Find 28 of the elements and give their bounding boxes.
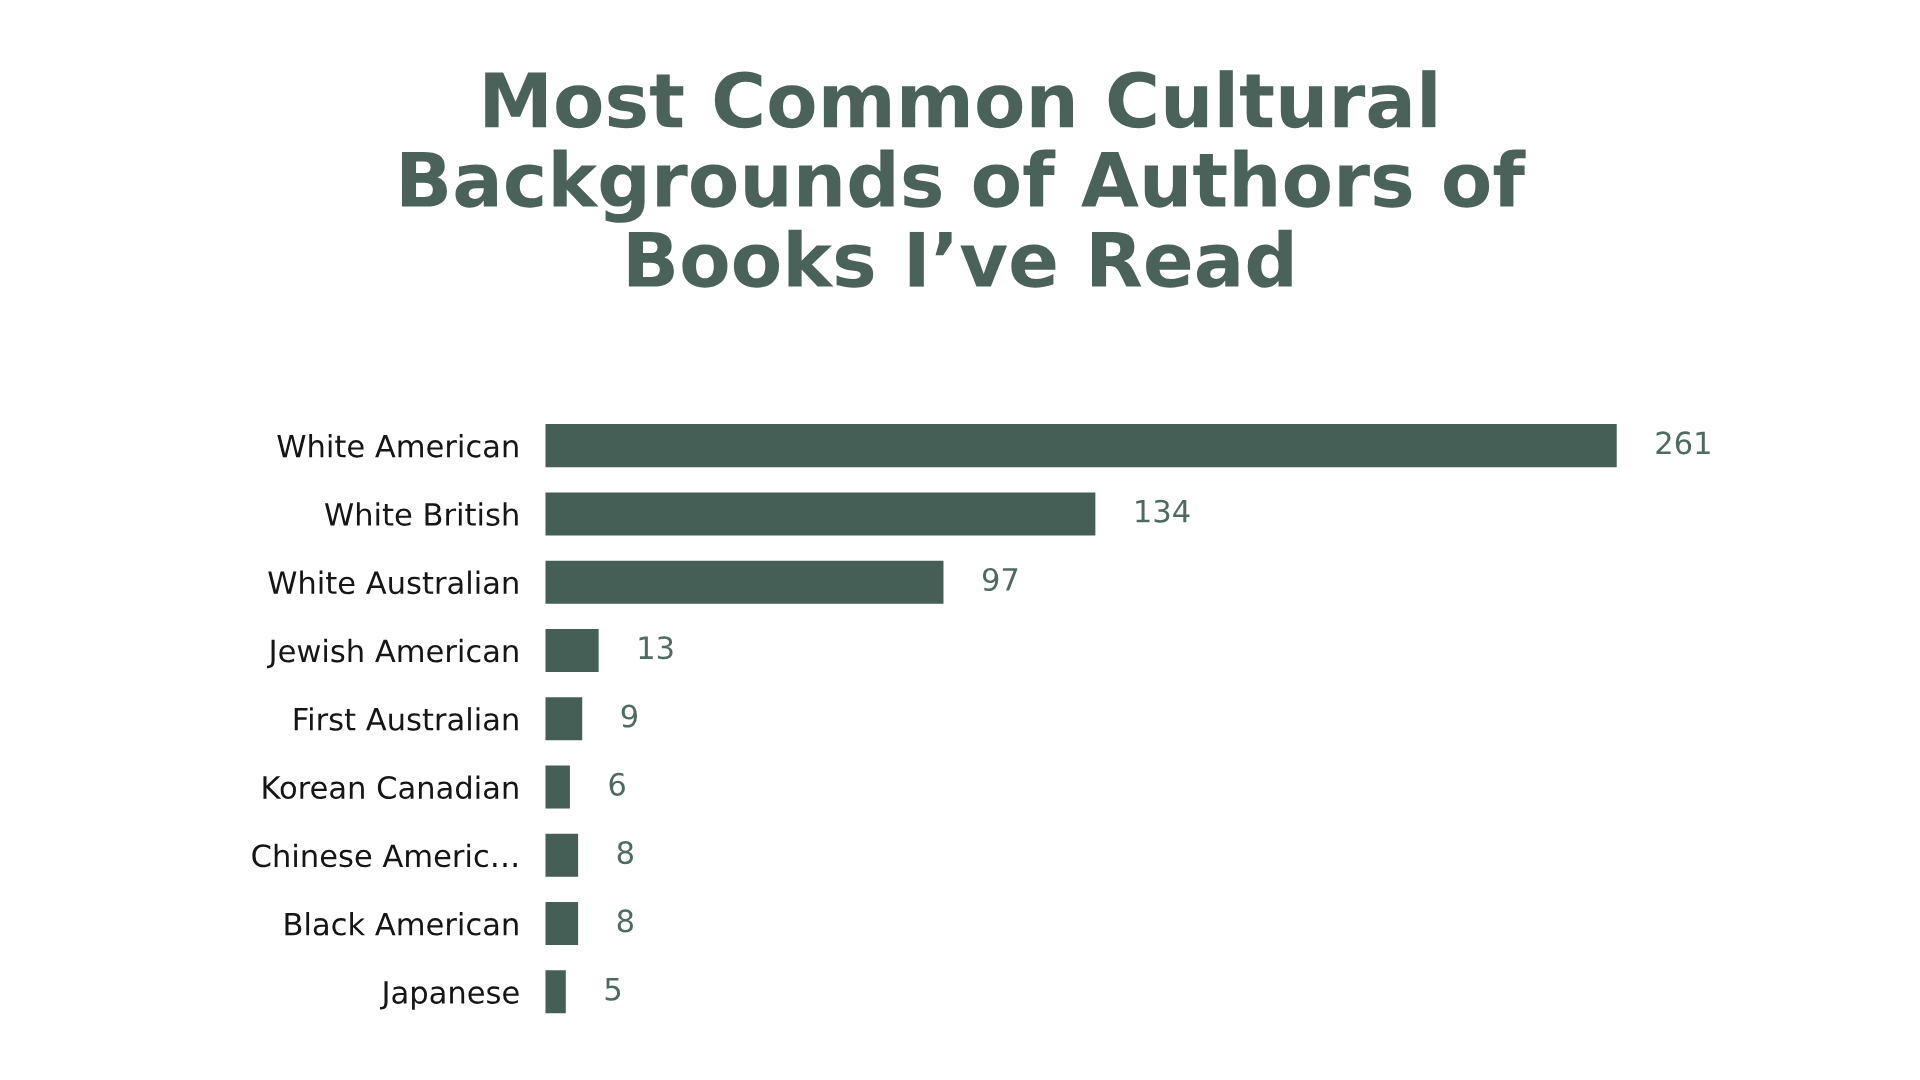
y-tick-label: White American — [277, 434, 518, 458]
y-tick-label: Korean Canadian — [263, 775, 518, 800]
bar — [545, 424, 1617, 468]
bar — [545, 492, 1096, 536]
y-tick-label: Japanese — [379, 981, 519, 1010]
y-tick-label: White British — [324, 502, 518, 526]
y-tick-label: Black American — [285, 911, 518, 936]
bar — [545, 697, 583, 741]
bar — [545, 833, 579, 877]
data-label: 6 — [609, 772, 625, 796]
y-tick-label: First Australian — [294, 707, 518, 731]
data-label: 8 — [617, 841, 633, 865]
bar — [545, 970, 566, 1014]
data-label: 97 — [982, 567, 1018, 592]
data-label: 8 — [617, 909, 633, 933]
data-label: 13 — [639, 636, 673, 660]
y-tick-label: White Australian — [268, 570, 518, 595]
data-label: 9 — [621, 704, 638, 728]
bar — [545, 560, 944, 604]
data-label: 5 — [605, 978, 621, 1001]
y-tick-label: Chinese Americ… — [252, 843, 517, 868]
data-label: 134 — [1136, 499, 1190, 523]
y-tick-label: Jewish American — [267, 638, 518, 669]
chart-title: Most Common Cultural Backgrounds of Authors of Books I’ve Read — [401, 70, 1526, 288]
bar — [545, 765, 570, 809]
bar — [545, 902, 579, 946]
bar — [545, 628, 599, 672]
data-label: 261 — [1656, 431, 1710, 455]
